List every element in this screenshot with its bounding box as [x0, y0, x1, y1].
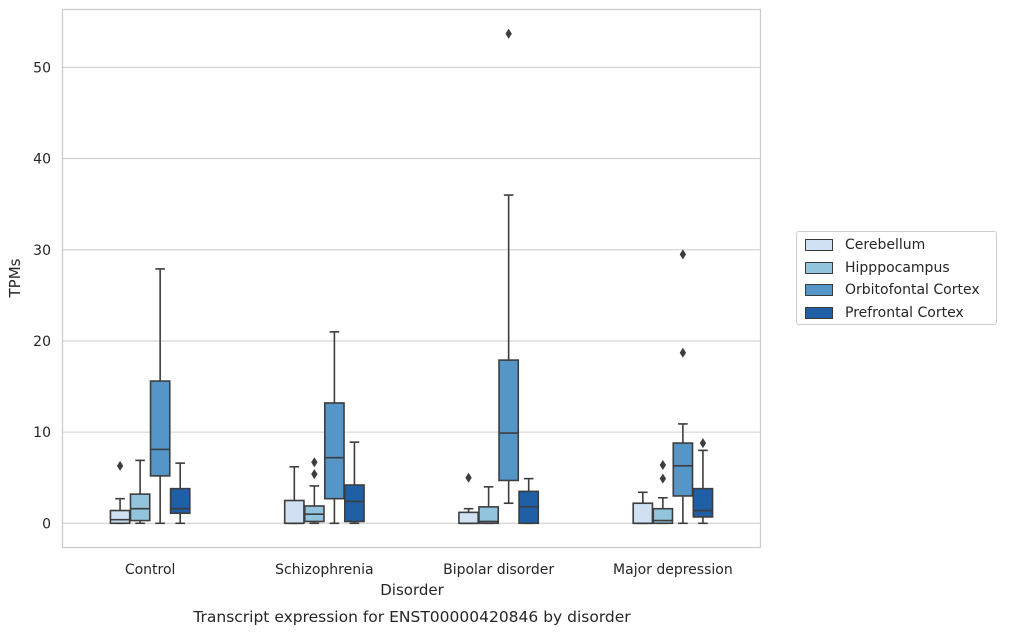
boxes — [109, 28, 714, 525]
outlier-point — [699, 438, 707, 449]
x-tick-label: Control — [125, 562, 176, 578]
y-tick-label: 20 — [33, 334, 51, 350]
iqr-box — [109, 509, 131, 525]
box-3-1 — [344, 441, 365, 525]
outlier-point — [311, 469, 318, 480]
x-tick-labels: Control Schizophrenia Bipolar disorder Majo… — [125, 562, 733, 578]
legend-item: Prefrontal Cortex — [805, 303, 964, 323]
iqr-box — [652, 507, 674, 525]
legend-label: Hipppocampus — [845, 259, 950, 276]
legend-swatch — [805, 284, 833, 296]
legend-swatch — [805, 239, 833, 251]
iqr-box — [283, 499, 305, 525]
x-tick-label: Bipolar disorder — [443, 562, 554, 578]
box-1-1 — [303, 457, 325, 525]
box-2-2 — [498, 28, 520, 505]
box-3-2 — [518, 477, 540, 525]
y-tick-labels: 0 10 20 30 40 50 — [33, 60, 51, 532]
outlier-point — [679, 347, 687, 358]
box-3-0 — [169, 462, 191, 525]
y-tick-label: 50 — [33, 60, 51, 76]
legend-label: Orbitofontal Cortex — [845, 282, 980, 298]
legend-item: Hipppocampus — [805, 258, 950, 278]
box-2-0 — [149, 268, 171, 525]
box-0-2 — [458, 472, 479, 525]
outlier-point — [659, 459, 667, 470]
box-2-1 — [323, 331, 345, 525]
y-tick-label: 0 — [42, 516, 51, 532]
x-tick-label: Schizophrenia — [275, 562, 373, 578]
box-1-3 — [652, 459, 674, 525]
chart-title: Transcript expression for ENST0000042084… — [192, 608, 631, 626]
y-axis-label: TPMs — [6, 258, 24, 298]
iqr-box — [149, 380, 171, 477]
plot-frame — [61, 8, 762, 549]
box-3-3 — [692, 438, 714, 525]
outlier-point — [659, 473, 667, 484]
legend-label: Cerebellum — [845, 237, 926, 253]
y-tick-label: 10 — [33, 425, 51, 441]
legend-item: Orbitofontal Cortex — [805, 280, 980, 300]
x-tick-label: Major depression — [613, 562, 733, 578]
box-0-1 — [283, 465, 305, 525]
box-1-0 — [129, 459, 151, 525]
iqr-box — [129, 493, 151, 522]
iqr-box — [632, 502, 654, 525]
iqr-box — [478, 506, 500, 525]
outlier-point — [465, 472, 472, 483]
iqr-box — [169, 487, 191, 515]
iqr-box — [344, 484, 365, 523]
iqr-box — [498, 359, 520, 482]
box-1-2 — [478, 486, 500, 525]
legend-swatch — [805, 306, 833, 319]
iqr-box — [458, 511, 479, 525]
iqr-box — [672, 442, 694, 497]
box-2-3 — [672, 249, 694, 525]
iqr-box — [323, 402, 345, 500]
iqr-box — [692, 487, 714, 518]
legend-label: Prefrontal Cortex — [845, 304, 964, 321]
y-tick-label: 30 — [33, 243, 51, 259]
legend-swatch — [805, 261, 833, 274]
box-0-0 — [109, 460, 131, 525]
y-tick-label: 40 — [33, 152, 51, 168]
outlier-point — [116, 460, 124, 471]
x-axis-label: Disorder — [380, 581, 444, 599]
outlier-point — [311, 457, 318, 468]
box-0-3 — [632, 491, 654, 525]
legend-item: Cerebellum — [805, 235, 925, 255]
outlier-point — [505, 28, 512, 39]
legend: Cerebellum Hipppocampus Orbitofontal Corte… — [796, 231, 997, 325]
outlier-point — [679, 249, 687, 260]
